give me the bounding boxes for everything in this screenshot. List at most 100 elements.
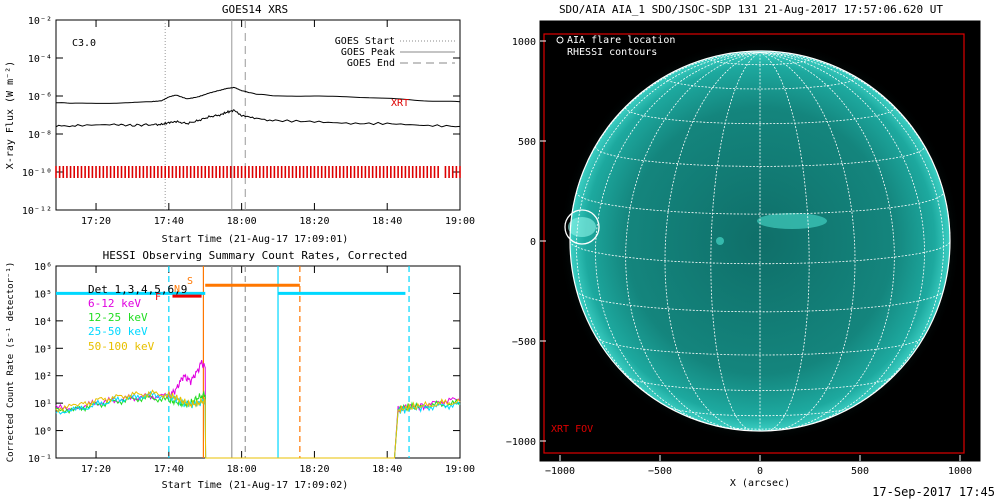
aia-title: SDO/AIA AIA_1 SDO/JSOC-SDP 131 21-Aug-20… [559, 3, 943, 16]
aia-y-ticks: −1000 −500 0 500 1000 [506, 37, 546, 448]
hessi-series-line-4 [55, 389, 461, 459]
hessi-ytick-label: 10² [34, 372, 52, 383]
longitude-line [759, 52, 810, 432]
aia-xtick-label: 500 [851, 466, 869, 477]
goes-x-ticks: 17:20 17:40 18:00 18:20 18:40 19:00 [81, 20, 475, 227]
hessi-ytick-label: 10³ [34, 344, 52, 355]
hessi-flag-F: F [155, 292, 161, 303]
active-region-central [757, 213, 827, 229]
hessi-verticals [168, 266, 410, 458]
legend-goes-start: GOES Start [335, 36, 395, 47]
hessi-xlabel: Start Time (21-Aug-17 17:09:02) [162, 480, 349, 491]
hessi-panel: HESSI Observing Summary Count Rates, Cor… [6, 249, 475, 491]
hessi-xtick-label: 18:00 [227, 464, 257, 475]
goes-xrt-label: XRT [391, 98, 409, 109]
hessi-series [55, 359, 461, 459]
hessi-xtick-label: 18:20 [299, 464, 329, 475]
goes-series [55, 86, 461, 128]
goes-xtick-label: 18:00 [227, 216, 257, 227]
aia-ytick-label: 0 [530, 237, 536, 248]
hessi-legend: Det 1,3,4,5,6,9 6-12 keV 12-25 keV 25-50… [88, 283, 187, 353]
latitude-line [625, 107, 895, 125]
goes-series-line-1 [55, 86, 461, 104]
goes-xtick-label: 17:40 [154, 216, 184, 227]
longitude-line [664, 52, 761, 431]
legend-det: Det 1,3,4,5,6,9 [88, 283, 187, 296]
aia-xtick-label: 0 [757, 466, 763, 477]
longitude-line [710, 52, 761, 432]
hessi-title: HESSI Observing Summary Count Rates, Cor… [103, 249, 408, 262]
goes-xtick-label: 17:20 [81, 216, 111, 227]
longitude-line [759, 52, 895, 430]
aia-xtick-label: −1000 [545, 466, 575, 477]
goes-frame [55, 19, 461, 211]
hessi-series-line-2 [55, 390, 461, 459]
longitude-line [759, 52, 925, 427]
goes-xtick-label: 18:20 [299, 216, 329, 227]
xrt-fov-rectangle [543, 33, 965, 454]
goes-ytick-label: 10⁻⁸ [28, 130, 52, 141]
goes-time-markers [164, 20, 246, 210]
goes-ylabel: X-ray Flux (W m⁻²) [5, 61, 16, 169]
active-region-limb [568, 217, 596, 237]
aia-xtick-label: 1000 [948, 466, 972, 477]
hessi-ylabel: Corrected Count Rate (s⁻¹ detector⁻¹) [6, 262, 16, 462]
aia-x-ticks: −1000 −500 0 500 1000 [545, 455, 972, 477]
flare-location-circle [564, 209, 600, 245]
longitude-line [759, 52, 856, 431]
hessi-x-ticks: 17:20 17:40 18:00 18:20 18:40 19:00 [81, 266, 475, 475]
heliographic-grid [569, 50, 951, 432]
hessi-ytick-label: 10⁴ [34, 317, 52, 328]
aia-legend-contours: RHESSI contours [567, 47, 657, 58]
xrt-observation-ticks [55, 166, 461, 178]
goes-xtick-label: 18:40 [372, 216, 402, 227]
hessi-xtick-label: 17:40 [154, 464, 184, 475]
aia-legend-flare: AIA flare location [567, 35, 675, 46]
aia-ytick-label: 1000 [512, 37, 536, 48]
longitude-line [595, 52, 761, 427]
aia-flare-circle [564, 209, 600, 245]
solar-limb [569, 50, 951, 432]
hessi-ytick-label: 10¹ [34, 399, 52, 410]
legend-goes-peak: GOES Peak [341, 47, 395, 58]
hessi-xtick-label: 19:00 [445, 464, 475, 475]
legend-6-12: 6-12 keV [88, 297, 141, 310]
goes-series-line-2 [55, 109, 461, 128]
active-region-small [716, 237, 724, 245]
aia-xtick-label: −500 [648, 466, 672, 477]
hessi-ytick-label: 10⁶ [34, 262, 52, 273]
goes-ytick-label: 10⁻² [28, 16, 52, 27]
goes-xtick-label: 19:00 [445, 216, 475, 227]
aia-ytick-label: −1000 [506, 437, 536, 448]
goes-flare-class: C3.0 [72, 38, 96, 49]
goes-ytick-label: 10⁻⁴ [28, 54, 52, 65]
longitude-line [625, 52, 761, 430]
legend-25-50: 25-50 keV [88, 325, 148, 338]
goes-title: GOES14 XRS [222, 3, 288, 16]
latitude-line [596, 337, 924, 356]
aia-panel: SDO/AIA AIA_1 SDO/JSOC-SDP 131 21-Aug-20… [506, 3, 995, 499]
goes-xlabel: Start Time (21-Aug-17 17:09:01) [162, 234, 349, 245]
hessi-xtick-label: 17:20 [81, 464, 111, 475]
goes-ytick-label: 10⁻⁶ [28, 92, 52, 103]
longitude-line [759, 52, 944, 413]
goes-ytick-label: 10⁻¹² [22, 206, 52, 217]
hessi-flag-N: N [174, 284, 180, 295]
hessi-flag-S: S [187, 276, 193, 287]
hessi-y-ticks: 10⁻¹ 10⁰ 10¹ 10² 10³ 10⁴ 10⁵ 10⁶ [28, 262, 460, 465]
hessi-xtick-label: 18:40 [372, 464, 402, 475]
aia-legend: AIA flare location RHESSI contours [556, 35, 675, 58]
aia-ytick-label: 500 [518, 137, 536, 148]
goes-legend: GOES Start GOES Peak GOES End [335, 36, 455, 69]
timestamp: 17-Sep-2017 17:45 [872, 485, 995, 499]
hessi-ytick-label: 10⁰ [34, 427, 52, 438]
hessi-ytick-label: 10⁵ [34, 289, 52, 300]
hessi-flag-bars [56, 283, 406, 298]
longitude-line [576, 52, 761, 413]
goes-y-ticks: 10⁻¹² 10⁻¹⁰ 10⁻⁸ 10⁻⁶ 10⁻⁴ 10⁻² [22, 16, 460, 217]
aia-xlabel: X (arcsec) [730, 478, 790, 489]
legend-goes-end: GOES End [347, 58, 395, 69]
legend-12-25: 12-25 keV [88, 311, 148, 324]
hessi-ytick-label: 10⁻¹ [28, 454, 52, 465]
